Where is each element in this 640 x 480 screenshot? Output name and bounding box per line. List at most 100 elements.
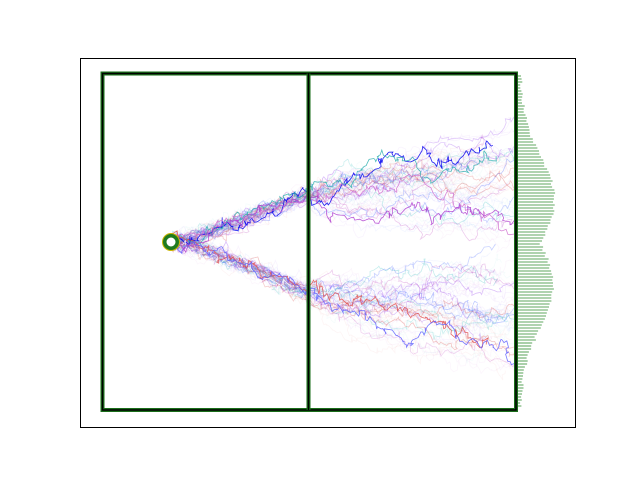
source <box>162 233 180 251</box>
faint-walk <box>170 237 498 296</box>
faint-walk <box>170 237 517 294</box>
faint-walk <box>170 176 506 253</box>
faint-walk <box>170 153 517 246</box>
faint-walk <box>170 155 508 251</box>
faint-walk <box>170 237 517 326</box>
faint-walk <box>170 176 506 253</box>
faint-walk <box>170 240 482 322</box>
faint-walk <box>170 153 517 246</box>
faint-walk <box>170 116 517 249</box>
faint-walk <box>170 188 517 244</box>
faint-walk <box>170 159 517 244</box>
faint-walk <box>170 188 517 244</box>
faint-walk <box>170 239 517 333</box>
faint-walk <box>170 180 517 243</box>
faint-walk <box>170 240 482 322</box>
faint-walk <box>170 241 509 340</box>
faint-walk <box>170 238 517 316</box>
faint-walk <box>170 193 512 251</box>
faint-walk <box>170 181 517 247</box>
faint-walk <box>170 238 517 316</box>
walk-path <box>170 194 517 254</box>
faint-walk <box>170 237 498 296</box>
faint-walk <box>170 181 517 247</box>
faint-walk <box>170 181 517 247</box>
faint-walk <box>170 159 517 244</box>
faint-walk <box>170 236 486 364</box>
faint-walk <box>170 188 517 244</box>
walk-path <box>170 238 501 311</box>
faint-walk <box>170 237 517 322</box>
faint-walk <box>170 173 517 245</box>
faint-walk <box>170 153 517 246</box>
faint-walk <box>170 133 485 246</box>
faint-walk <box>170 188 517 244</box>
faint-walk <box>170 160 510 247</box>
faint-walk <box>170 187 517 247</box>
faint-walk <box>170 240 482 322</box>
faint-walk <box>170 237 498 296</box>
faint-walk <box>170 169 504 246</box>
faint-walk <box>170 168 517 244</box>
faint-walk <box>170 241 507 307</box>
faint-walk <box>170 241 517 371</box>
faint-walk <box>170 239 517 337</box>
faint-walk <box>170 153 517 246</box>
faint-walk <box>170 240 517 340</box>
faint-walk <box>170 238 517 316</box>
faint-walk <box>170 133 485 246</box>
faint-walk <box>170 128 517 243</box>
faint-walk <box>170 238 517 319</box>
walk-path <box>170 239 517 366</box>
faint-walk <box>170 181 517 247</box>
faint-walk <box>170 163 517 246</box>
faint-walk <box>170 234 517 324</box>
faint-walk <box>170 240 517 349</box>
faint-walk <box>170 181 517 247</box>
faint-walk <box>170 127 517 243</box>
faint-walk <box>170 240 497 305</box>
faint-walk <box>170 176 506 253</box>
faint-walk <box>170 135 494 245</box>
faint-walk <box>170 116 517 249</box>
faint-walk <box>170 240 517 349</box>
faint-walk <box>170 241 517 304</box>
faint-walk <box>170 241 509 340</box>
faint-walk <box>170 237 498 296</box>
faint-walk <box>170 240 482 322</box>
faint-walk <box>170 239 517 333</box>
faint-walk <box>170 176 506 253</box>
faint-walk <box>170 234 506 381</box>
faint-walk <box>170 240 517 304</box>
faint-walk <box>170 234 517 330</box>
faint-walk <box>170 237 517 322</box>
faint-walk <box>170 133 485 246</box>
faint-walk <box>170 237 498 296</box>
faint-walk <box>170 190 504 246</box>
faint-walk <box>170 148 517 246</box>
faint-walk <box>170 116 517 249</box>
faint-walk <box>170 237 517 322</box>
faint-walk <box>170 232 517 322</box>
faint-walk <box>170 237 498 296</box>
faint-walk <box>170 239 500 306</box>
faint-walk <box>170 158 517 243</box>
faint-walk <box>170 238 517 316</box>
faint-walk <box>170 240 517 349</box>
faint-walk <box>170 239 517 346</box>
histogram <box>517 75 556 407</box>
faint-walk <box>170 237 517 322</box>
faint-walk <box>170 239 517 333</box>
faint-walk <box>170 159 517 244</box>
faint-walk <box>170 240 502 293</box>
faint-walk <box>170 188 517 244</box>
walk-path <box>170 148 497 248</box>
faint-walk <box>170 173 507 248</box>
faint-walk <box>170 237 517 322</box>
faint-walk <box>170 188 517 249</box>
faint-walk <box>170 238 511 303</box>
faint-walk <box>170 241 509 340</box>
axes-frame <box>80 58 576 428</box>
faint-walk <box>170 241 517 321</box>
